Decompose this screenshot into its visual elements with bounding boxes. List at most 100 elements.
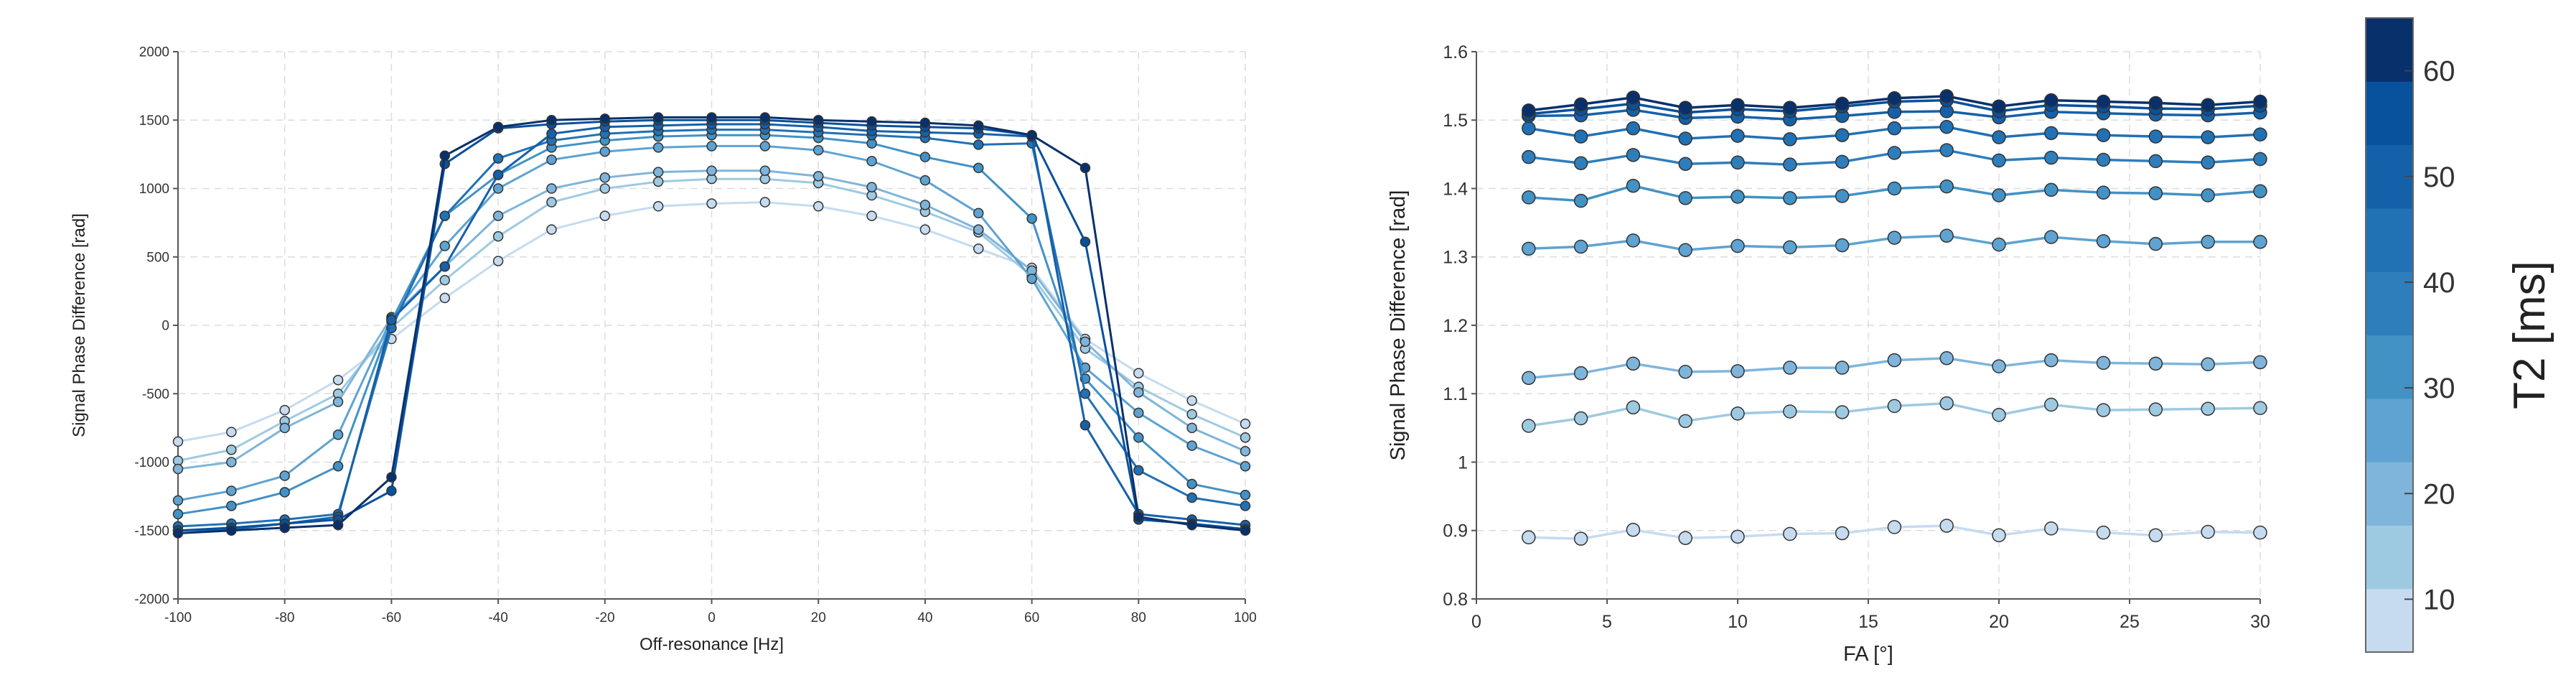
data-point [2253, 355, 2267, 370]
data-point [226, 525, 237, 536]
data-point [866, 210, 877, 221]
data-point [332, 519, 344, 531]
flip-angle-chart: 0 5 10 15 20 25 30 0.8 0.9 1 1.1 1.2 1.3 1.4 1.5 1.6 FA … [1387, 42, 2270, 666]
data-point [1835, 189, 1850, 203]
data-point [1573, 129, 1588, 144]
x-tick-label: 15 [1858, 612, 1878, 632]
data-point [919, 152, 931, 162]
x-tick-label: -20 [595, 610, 614, 625]
data-point [1887, 91, 1902, 106]
colorbar-segment [2366, 271, 2413, 335]
data-point [1079, 162, 1091, 174]
data-point [759, 197, 771, 208]
data-point [172, 528, 184, 539]
data-point [1240, 489, 1251, 501]
data-point [1079, 389, 1091, 399]
data-point [1887, 146, 1902, 160]
y-tick-label: 1.1 [1443, 384, 1468, 404]
data-point [1522, 371, 1536, 386]
data-point [226, 457, 237, 468]
data-point [172, 508, 184, 520]
data-point [1730, 238, 1745, 254]
data-point [1939, 89, 1954, 103]
data-point [1783, 404, 1797, 419]
data-point [439, 261, 450, 272]
data-point [2253, 94, 2267, 109]
data-point [2044, 230, 2059, 244]
data-point [1835, 96, 1850, 111]
data-point [1887, 231, 1902, 245]
data-point [2044, 397, 2059, 412]
data-point [1939, 179, 1954, 194]
data-point [2253, 401, 2267, 416]
data-point [492, 231, 504, 242]
data-point [1522, 121, 1536, 136]
x-tick-label: 80 [1131, 610, 1146, 625]
data-point [1573, 366, 1588, 381]
data-point [1992, 130, 2006, 144]
data-point [546, 115, 557, 126]
data-point [1079, 336, 1091, 348]
data-point [812, 144, 824, 156]
y-tick-label: -500 [142, 387, 169, 402]
colorbar-tick-label: 50 [2423, 162, 2455, 193]
data-point [973, 224, 984, 235]
data-point [1730, 406, 1745, 421]
y-tick-label: 2000 [139, 45, 169, 60]
colorbar-tick-label: 10 [2423, 584, 2455, 615]
data-point [1133, 407, 1144, 419]
data-point [812, 201, 824, 212]
data-point [919, 200, 931, 210]
colorbar-tick-label: 20 [2423, 478, 2455, 510]
data-point [1939, 518, 1954, 533]
data-point [2148, 186, 2163, 200]
data-point [439, 274, 450, 286]
data-point [652, 142, 664, 153]
data-point [439, 210, 450, 221]
y-tick-label: 1.4 [1443, 179, 1468, 199]
x-tick-label: 40 [917, 610, 932, 625]
data-point [1133, 387, 1144, 398]
data-point [973, 139, 984, 150]
data-point [546, 197, 557, 208]
data-point [1783, 101, 1797, 115]
y-tick-label: 0.9 [1443, 521, 1468, 541]
x-tick-label: 0 [1471, 612, 1481, 632]
data-point [2201, 188, 2215, 203]
data-point [226, 485, 237, 496]
data-point [492, 153, 504, 164]
data-point [1678, 191, 1692, 205]
data-point [1186, 492, 1197, 503]
data-point [2044, 521, 2059, 536]
data-point [1783, 240, 1797, 255]
data-point [652, 201, 664, 212]
data-point [1522, 190, 1536, 205]
data-point [2253, 152, 2267, 167]
data-point [1079, 419, 1091, 431]
data-point [1992, 99, 2006, 113]
data-point [2253, 184, 2267, 199]
data-point [759, 112, 771, 123]
data-point [759, 141, 771, 152]
x-tick-label: -100 [164, 610, 192, 625]
data-point [1626, 523, 1641, 537]
data-point [546, 183, 557, 194]
data-point [866, 156, 877, 167]
data-point [332, 396, 344, 407]
data-point [1522, 149, 1536, 164]
data-point [172, 495, 184, 506]
data-point [1626, 178, 1641, 193]
data-point [2253, 525, 2267, 540]
data-point [1992, 408, 2006, 422]
data-point [492, 169, 504, 180]
data-point [1133, 432, 1144, 443]
data-point [1186, 519, 1197, 531]
data-point [599, 146, 611, 157]
data-point [2096, 94, 2111, 109]
y-tick-label: 0.8 [1443, 590, 1468, 610]
data-point [1835, 405, 1850, 419]
data-point [1626, 356, 1641, 371]
y-tick-label: 1.2 [1443, 316, 1468, 336]
data-point [2096, 234, 2111, 248]
x-tick-label: 0 [708, 610, 716, 625]
